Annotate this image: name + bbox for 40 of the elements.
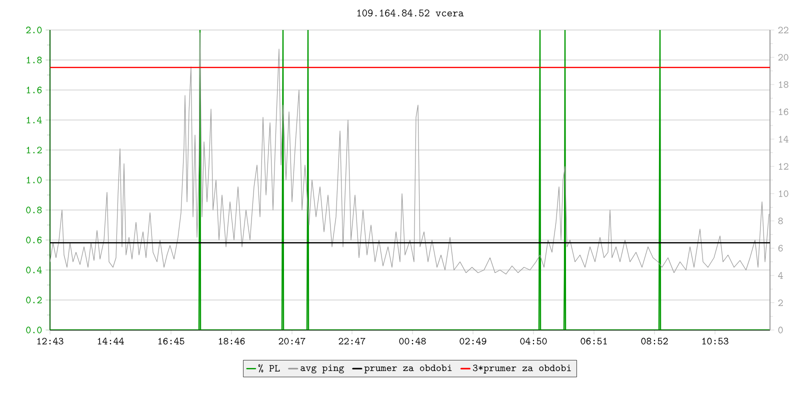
y-tick-label: 1.6 xyxy=(26,86,42,94)
y2-tick-label: 2 xyxy=(778,299,783,306)
y-tick-label: 0.4 xyxy=(26,266,42,274)
y2-tick-label: 4 xyxy=(778,272,783,279)
y2-tick-label: 12 xyxy=(778,163,788,170)
x-tick-label: 10:53 xyxy=(702,338,728,344)
x-tick-label: 20:47 xyxy=(278,338,306,344)
x-tick-label: 00:48 xyxy=(399,338,426,344)
x-tick-label: 16:45 xyxy=(158,338,184,344)
y2-tick-label: 20 xyxy=(778,54,788,61)
y-tick-label: 0.8 xyxy=(26,206,42,214)
x-tick-label: 06:51 xyxy=(580,338,607,344)
y-tick-label: 1.0 xyxy=(26,176,42,184)
y-tick-label: 0.6 xyxy=(26,236,42,244)
y2-tick-label: 14 xyxy=(778,136,789,142)
x-tick-label: 02:49 xyxy=(460,338,486,344)
x-tick-label: 08:52 xyxy=(641,338,668,344)
y-tick-label: 1.2 xyxy=(26,146,42,154)
y-tick-label: 0.2 xyxy=(26,296,42,304)
x-tick-label: 18:46 xyxy=(218,338,245,344)
legend-label: prumer za obdobi xyxy=(364,364,452,374)
x-tick-label: 12:43 xyxy=(37,338,64,344)
y2-tick-label: 16 xyxy=(778,108,788,116)
y-tick-label: 2.0 xyxy=(26,26,42,34)
chart-title: 109.164.84.52 vcera xyxy=(357,10,464,16)
x-tick-label: 22:47 xyxy=(338,338,366,344)
legend-label: 3*prumer za obdobi xyxy=(472,364,571,374)
y-tick-label: 1.4 xyxy=(26,116,42,124)
x-tick-label: 14:44 xyxy=(98,338,124,344)
y2-tick-label: 10 xyxy=(778,190,788,197)
y-tick-label: 1.8 xyxy=(26,56,42,64)
legend-label: % PL xyxy=(258,364,280,372)
y2-tick-label: 18 xyxy=(778,81,788,88)
y2-tick-label: 22 xyxy=(778,26,788,34)
y2-tick-label: 0 xyxy=(778,326,783,334)
y2-tick-label: 8 xyxy=(778,218,783,224)
legend-label: avg ping xyxy=(300,364,344,374)
y-tick-label: 0.0 xyxy=(26,326,42,334)
x-tick-label: 04:50 xyxy=(520,338,547,344)
y2-tick-label: 6 xyxy=(778,244,783,252)
